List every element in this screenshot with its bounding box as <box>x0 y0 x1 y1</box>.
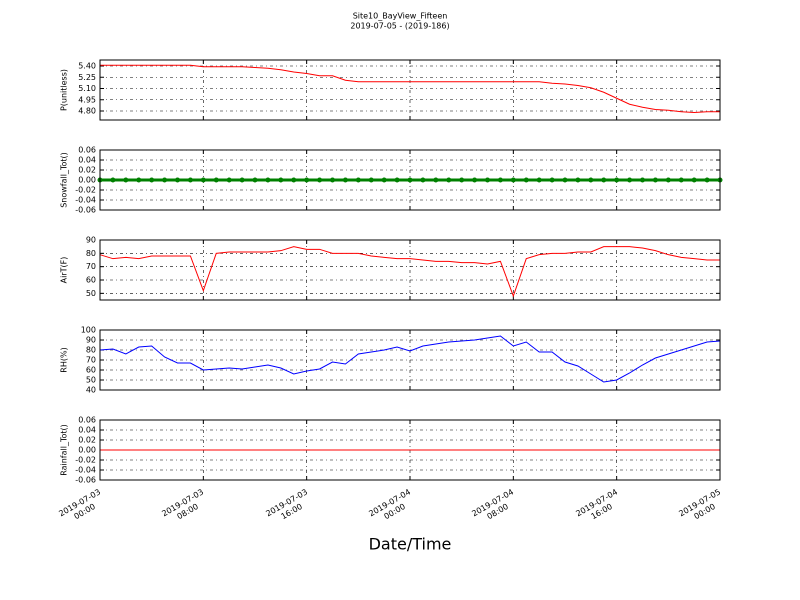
plot-frame <box>99 59 721 121</box>
data-point <box>291 177 297 183</box>
y-tick-label: 0.02 <box>78 166 96 175</box>
y-tick-label: 70 <box>86 262 96 271</box>
data-point <box>640 177 645 183</box>
x-axis-label: Date/Time <box>369 535 452 554</box>
data-line <box>99 335 721 383</box>
y-tick-label: 5.40 <box>78 62 96 71</box>
y-tick-label: 0.04 <box>78 426 96 435</box>
data-point <box>123 177 129 183</box>
y-tick-label: 80 <box>86 346 96 355</box>
data-point <box>407 177 413 183</box>
data-point <box>226 177 232 183</box>
data-point <box>175 177 180 183</box>
data-point <box>588 177 594 183</box>
data-point <box>497 177 503 183</box>
data-point <box>627 177 633 183</box>
data-point <box>575 177 581 183</box>
data-point <box>162 177 168 183</box>
data-point <box>187 177 193 183</box>
data-point <box>420 177 426 183</box>
data-point <box>665 177 671 183</box>
y-axis-label: AirT(F) <box>60 257 69 284</box>
data-point <box>601 177 607 183</box>
y-tick-label: -0.06 <box>75 476 96 485</box>
data-point <box>149 177 155 183</box>
data-point <box>678 177 684 183</box>
data-point <box>355 177 361 183</box>
y-tick-label: 0.02 <box>78 436 96 445</box>
data-point <box>330 177 335 183</box>
y-tick-label: 5.10 <box>78 84 96 93</box>
y-tick-label: 0.04 <box>78 156 96 165</box>
y-tick-label: 50 <box>86 376 96 385</box>
data-point <box>381 177 387 183</box>
y-tick-label: 0.00 <box>78 176 96 185</box>
data-point <box>691 177 697 183</box>
data-point <box>433 177 439 183</box>
data-point <box>510 177 516 183</box>
data-point <box>614 177 620 183</box>
data-point <box>278 177 284 183</box>
data-point <box>368 177 374 183</box>
data-line <box>100 64 720 114</box>
y-tick-label: 60 <box>86 366 96 375</box>
data-point <box>213 177 219 183</box>
y-tick-label: -0.02 <box>75 186 96 195</box>
plot-frame <box>99 329 721 391</box>
y-tick-label: 60 <box>86 276 96 285</box>
y-tick-label: 80 <box>86 249 96 258</box>
chart-subtitle: 2019-07-05 - (2019-186) <box>350 22 449 31</box>
y-tick-label: 4.95 <box>78 95 96 104</box>
y-tick-label: 5.25 <box>78 73 96 82</box>
data-point <box>704 177 710 183</box>
data-point <box>485 177 490 183</box>
data-point <box>342 177 348 183</box>
data-point <box>200 177 206 183</box>
y-tick-label: 4.80 <box>78 107 96 116</box>
data-point <box>562 177 568 183</box>
data-point <box>136 177 142 183</box>
y-tick-label: 0.06 <box>78 416 96 425</box>
data-line <box>99 246 720 298</box>
data-point <box>536 177 542 183</box>
y-axis-label: RH(%) <box>60 347 69 372</box>
y-tick-label: -0.02 <box>75 456 96 465</box>
y-tick-label: -0.04 <box>75 196 96 205</box>
data-point <box>523 177 529 183</box>
y-tick-label: 90 <box>86 336 96 345</box>
y-tick-label: 0.06 <box>78 146 96 155</box>
data-point <box>110 177 116 183</box>
y-axis-label: Rainfall_Tot() <box>60 424 69 476</box>
data-point <box>459 177 465 183</box>
data-point <box>472 177 478 183</box>
data-point <box>652 177 658 183</box>
data-point <box>446 177 452 183</box>
y-axis-label: P(unitless) <box>60 69 69 111</box>
data-point <box>549 177 555 183</box>
y-tick-label: 0.00 <box>78 446 96 455</box>
y-tick-label: 50 <box>86 289 96 298</box>
y-tick-label: -0.04 <box>75 466 96 475</box>
data-point <box>265 177 271 183</box>
data-point <box>252 177 258 183</box>
y-tick-label: 70 <box>86 356 96 365</box>
y-axis-label: Snowfall_Tot() <box>60 152 69 208</box>
plot-frame <box>99 239 721 301</box>
y-tick-label: 90 <box>86 236 96 245</box>
data-point <box>304 177 310 183</box>
chart-title: Site10_BayView_Fifteen <box>353 12 448 21</box>
data-point <box>317 177 323 183</box>
y-tick-label: 100 <box>81 326 96 335</box>
y-tick-label: -0.06 <box>75 206 96 215</box>
plot-frame <box>99 419 721 481</box>
y-tick-label: 40 <box>86 386 96 395</box>
data-point <box>394 177 400 183</box>
data-point <box>239 177 245 183</box>
plot-frame <box>99 149 721 211</box>
